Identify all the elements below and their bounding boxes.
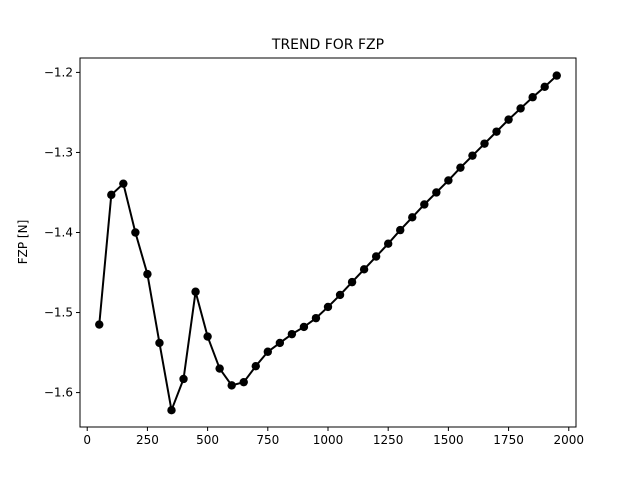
data-point (540, 82, 549, 92)
y-tick-label: −1.2 (44, 65, 73, 79)
data-point (311, 313, 321, 323)
data-point (263, 347, 273, 356)
x-tick-label: 750 (256, 433, 279, 447)
data-point (95, 320, 104, 329)
x-tick-label: 500 (196, 433, 219, 447)
data-point (275, 338, 285, 348)
data-point (420, 200, 429, 209)
y-tick-label: −1.6 (44, 386, 73, 400)
data-point (119, 179, 128, 188)
data-point (396, 225, 405, 235)
data-point (456, 163, 465, 172)
data-point (552, 71, 561, 80)
x-tick-label: 1500 (433, 433, 464, 447)
x-tick-label: 1750 (493, 433, 524, 447)
data-point (299, 322, 309, 332)
y-tick-label: −1.3 (44, 145, 73, 159)
data-point (468, 151, 477, 160)
axes-frame (79, 57, 577, 428)
data-point (239, 377, 248, 387)
data-point (179, 374, 188, 384)
data-point (359, 265, 369, 274)
data-point (432, 188, 441, 197)
data-point (131, 228, 140, 237)
data-point (371, 252, 381, 261)
x-tick-label: 0 (83, 433, 91, 447)
data-point (323, 302, 333, 312)
data-point (480, 139, 489, 148)
data-point (203, 332, 212, 341)
data-point (155, 338, 164, 348)
x-axis: 0 250 500 750 1000 1250 1500 1750 2000 (83, 427, 584, 447)
x-tick-label: 1000 (313, 433, 344, 447)
data-point (504, 115, 513, 124)
data-point (444, 176, 453, 185)
x-tick-label: 1250 (373, 433, 404, 447)
data-point (287, 329, 297, 339)
data-point (335, 290, 345, 300)
data-point (516, 104, 525, 113)
data-point (143, 269, 152, 279)
data-point (191, 287, 200, 296)
data-point (383, 239, 393, 248)
y-axis-label: FZP [N] (16, 220, 30, 265)
data-point (215, 364, 224, 373)
data-point (492, 127, 501, 136)
chart-title: TREND FOR FZP (271, 37, 384, 53)
data-point (107, 190, 116, 200)
series-line (98, 74, 558, 412)
data-point (251, 361, 260, 371)
data-point (167, 405, 176, 415)
data-point (227, 381, 236, 390)
x-tick-label: 2000 (554, 433, 585, 447)
y-tick-label: −1.5 (44, 306, 73, 320)
data-point (347, 277, 357, 287)
data-point (528, 93, 537, 102)
y-tick-label: −1.4 (44, 225, 73, 239)
plot-area (95, 71, 561, 415)
y-axis: −1.2 −1.3 −1.4 −1.5 −1.6 (44, 65, 80, 400)
x-tick-label: 250 (136, 433, 159, 447)
data-point (408, 213, 417, 222)
